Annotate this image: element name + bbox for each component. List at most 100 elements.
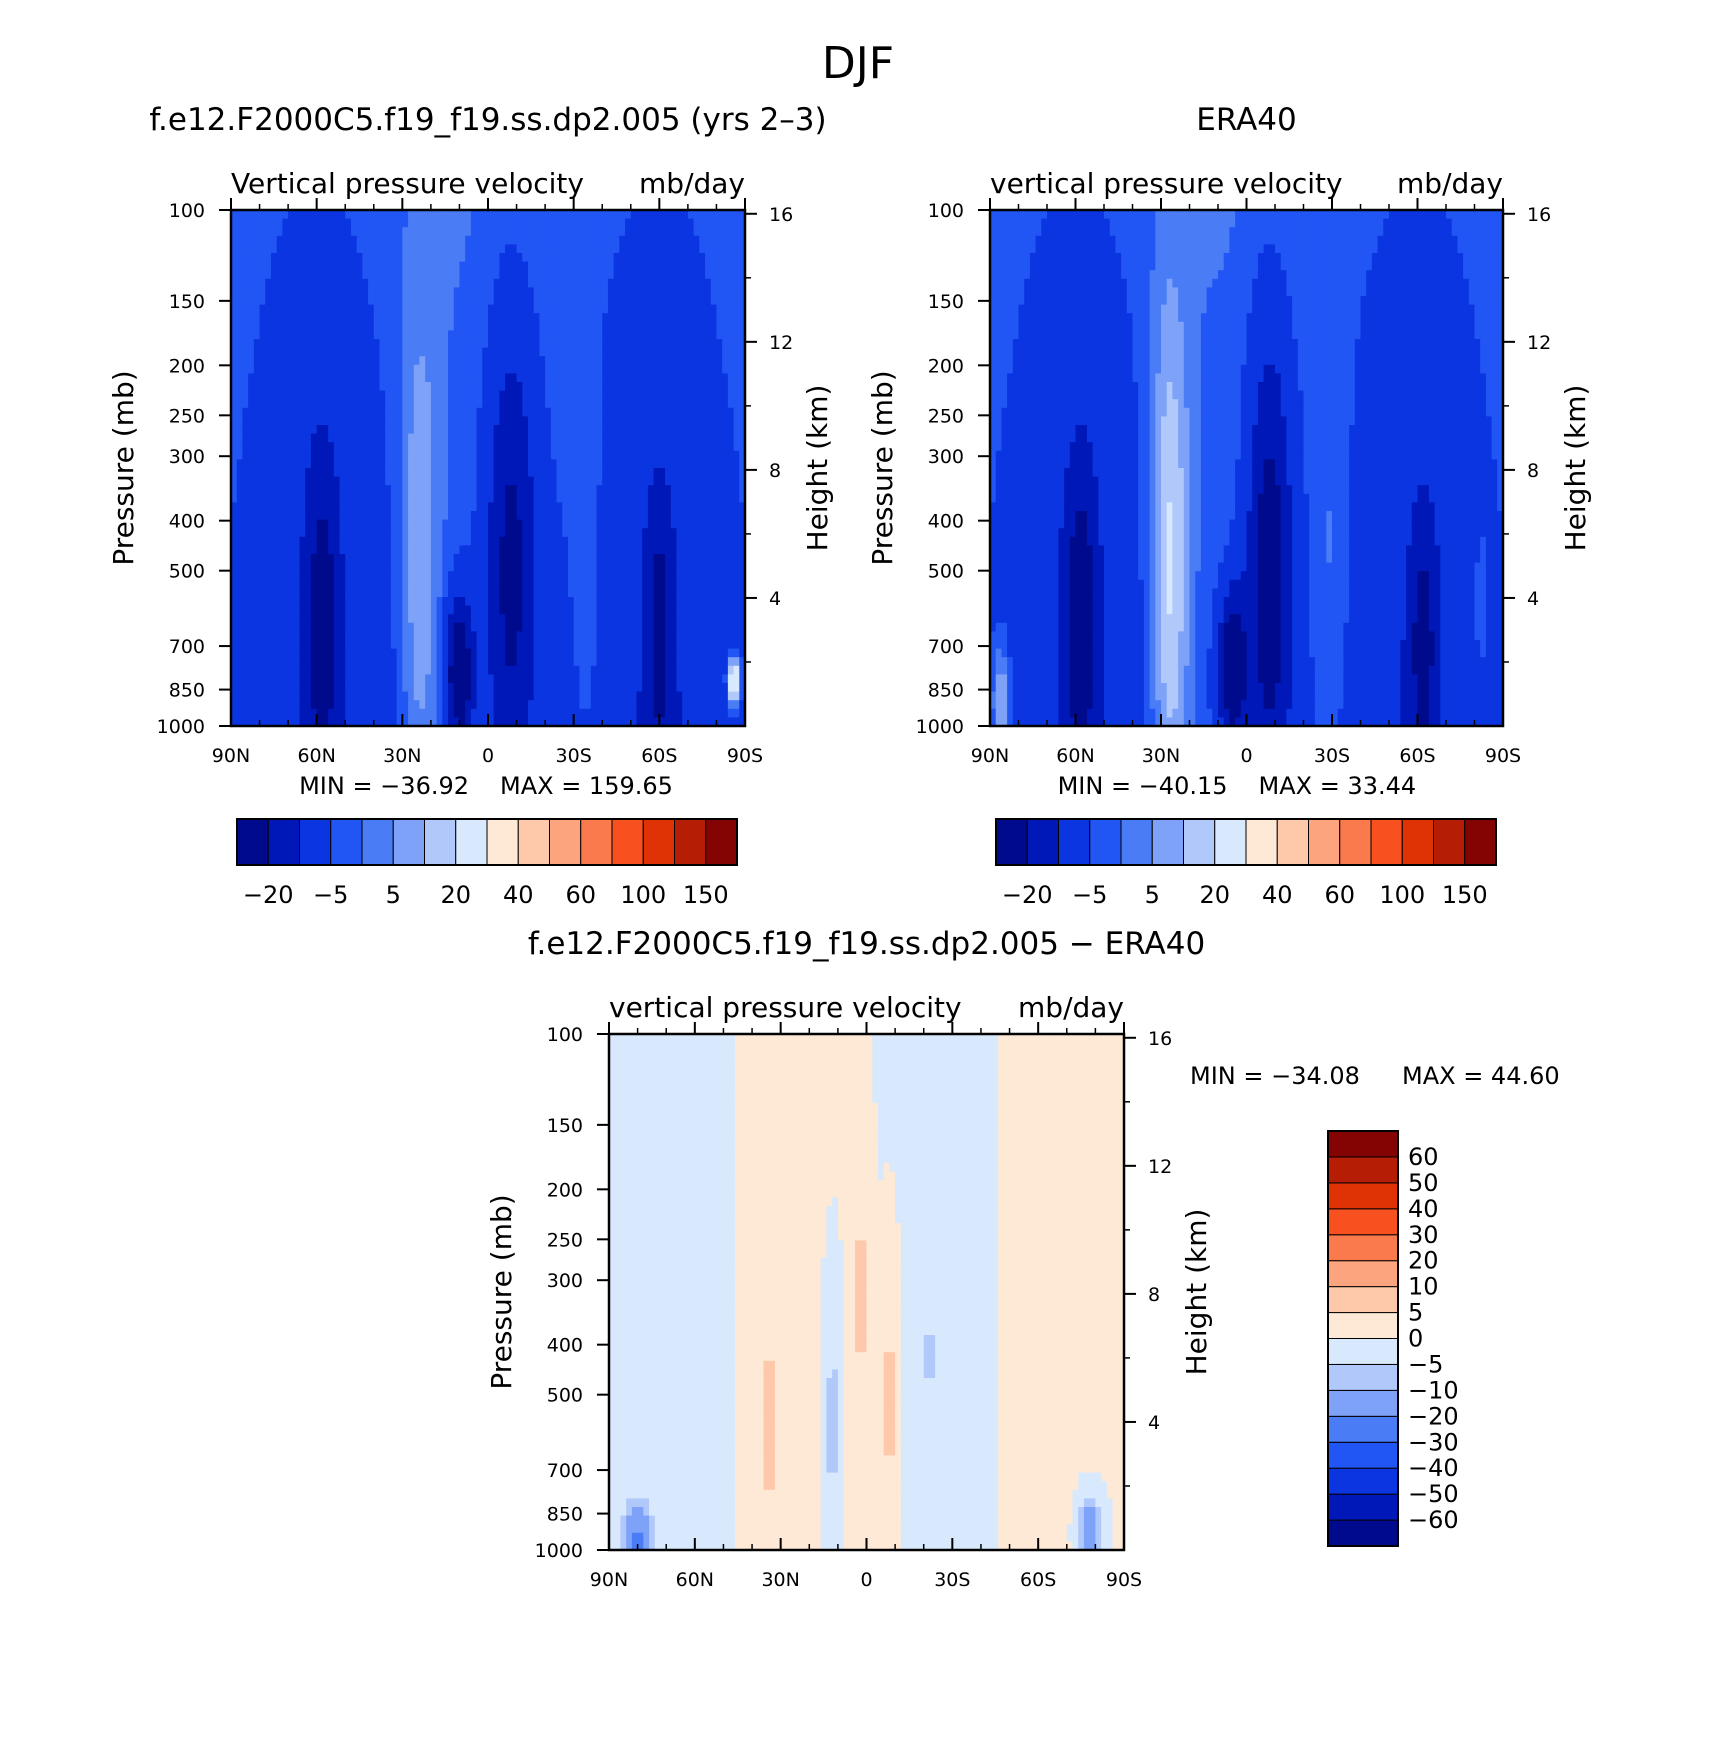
contour-cell bbox=[682, 450, 689, 460]
contour-cell bbox=[665, 459, 672, 469]
contour-cell bbox=[368, 502, 375, 512]
contour-cell bbox=[396, 433, 403, 443]
contour-cell bbox=[448, 442, 455, 452]
contour-cell bbox=[470, 270, 478, 280]
contour-cell bbox=[350, 571, 358, 581]
contour-cell bbox=[482, 296, 489, 306]
contour-cell bbox=[482, 502, 489, 512]
contour-cell bbox=[379, 235, 386, 245]
contour-cell bbox=[379, 597, 386, 607]
contour-cell bbox=[676, 605, 683, 615]
contour-cell bbox=[379, 364, 386, 374]
contour-cell bbox=[362, 648, 369, 658]
contour-cell bbox=[396, 390, 403, 400]
contour-cell bbox=[333, 425, 341, 435]
contour-cell bbox=[705, 536, 712, 546]
contour-cell bbox=[310, 244, 318, 254]
contour-cell bbox=[739, 468, 746, 478]
contour-cell bbox=[647, 502, 655, 512]
contour-cell bbox=[476, 253, 483, 263]
contour-cell bbox=[693, 545, 700, 555]
contour-cell bbox=[368, 657, 375, 667]
contour-cell bbox=[425, 648, 432, 658]
contour-cell bbox=[448, 683, 455, 693]
contour-cell bbox=[539, 640, 546, 650]
contour-cell bbox=[322, 511, 329, 521]
contour-cell bbox=[282, 459, 289, 469]
contour-cell bbox=[293, 244, 301, 254]
contour-cell bbox=[739, 493, 746, 503]
contour-cell bbox=[345, 433, 352, 443]
contour-cell bbox=[282, 597, 289, 607]
contour-cell bbox=[607, 313, 615, 323]
contour-cell bbox=[739, 425, 746, 435]
contour-cell bbox=[333, 597, 341, 607]
contour-cell bbox=[499, 665, 506, 675]
contour-cell bbox=[510, 261, 518, 271]
contour-cell bbox=[625, 261, 632, 271]
contour-cell bbox=[362, 665, 369, 675]
contour-cell bbox=[293, 545, 301, 555]
contour-cell bbox=[328, 485, 335, 495]
contour-cell bbox=[573, 614, 580, 624]
contour-cell bbox=[379, 631, 386, 641]
contour-cell bbox=[533, 579, 540, 589]
contour-cell bbox=[733, 605, 740, 615]
contour-cell bbox=[408, 450, 415, 460]
contour-cell bbox=[333, 648, 341, 658]
contour-cell bbox=[687, 210, 695, 220]
contour-cell bbox=[625, 235, 632, 245]
contour-cell bbox=[722, 313, 729, 323]
contour-cell bbox=[705, 390, 712, 400]
contour-cell bbox=[539, 433, 546, 443]
contour-cell bbox=[630, 261, 638, 271]
contour-cell bbox=[356, 330, 363, 340]
contour-cell bbox=[687, 339, 695, 349]
contour-cell bbox=[293, 674, 301, 684]
contour-cell bbox=[299, 562, 306, 572]
panel-model: f.e12.F2000C5.f19_f19.ss.dp2.005 (yrs 2–… bbox=[107, 102, 834, 909]
contour-cell bbox=[613, 433, 620, 443]
contour-cell bbox=[465, 287, 472, 297]
contour-cell bbox=[636, 330, 643, 340]
contour-cell bbox=[316, 210, 323, 220]
contour-cell bbox=[453, 210, 461, 220]
contour-cell bbox=[436, 330, 443, 340]
contour-cell bbox=[345, 502, 352, 512]
contour-cell bbox=[659, 476, 666, 486]
contour-cell bbox=[453, 433, 461, 443]
contour-cell bbox=[276, 476, 283, 486]
contour-cell bbox=[722, 665, 729, 675]
contour-cell bbox=[390, 356, 398, 366]
contour-cell bbox=[510, 459, 518, 469]
contour-cell bbox=[299, 597, 306, 607]
contour-cell bbox=[425, 416, 432, 426]
contour-cell bbox=[425, 339, 432, 349]
contour-cell bbox=[425, 278, 432, 288]
contour-cell bbox=[630, 235, 638, 245]
contour-cell bbox=[499, 433, 506, 443]
contour-cell bbox=[270, 390, 278, 400]
contour-cell bbox=[328, 622, 335, 632]
contour-cell bbox=[316, 545, 323, 555]
contour-cell bbox=[705, 665, 712, 675]
contour-cell bbox=[276, 278, 283, 288]
contour-cell bbox=[259, 433, 266, 443]
contour-cell bbox=[699, 261, 706, 271]
contour-cell bbox=[550, 433, 558, 443]
contour-cell bbox=[356, 339, 363, 349]
contour-cell bbox=[567, 511, 575, 521]
contour-cell bbox=[625, 459, 632, 469]
contour-cell bbox=[482, 407, 489, 417]
contour-cell bbox=[590, 390, 598, 400]
contour-cell bbox=[670, 562, 678, 572]
contour-cell bbox=[533, 227, 540, 237]
contour-cell bbox=[482, 493, 489, 503]
contour-cell bbox=[653, 588, 660, 598]
contour-cell bbox=[556, 313, 563, 323]
contour-cell bbox=[619, 227, 626, 237]
contour-cell bbox=[419, 640, 426, 650]
contour-cell bbox=[276, 511, 283, 521]
contour-cell bbox=[231, 218, 238, 228]
contour-cell bbox=[716, 519, 723, 529]
